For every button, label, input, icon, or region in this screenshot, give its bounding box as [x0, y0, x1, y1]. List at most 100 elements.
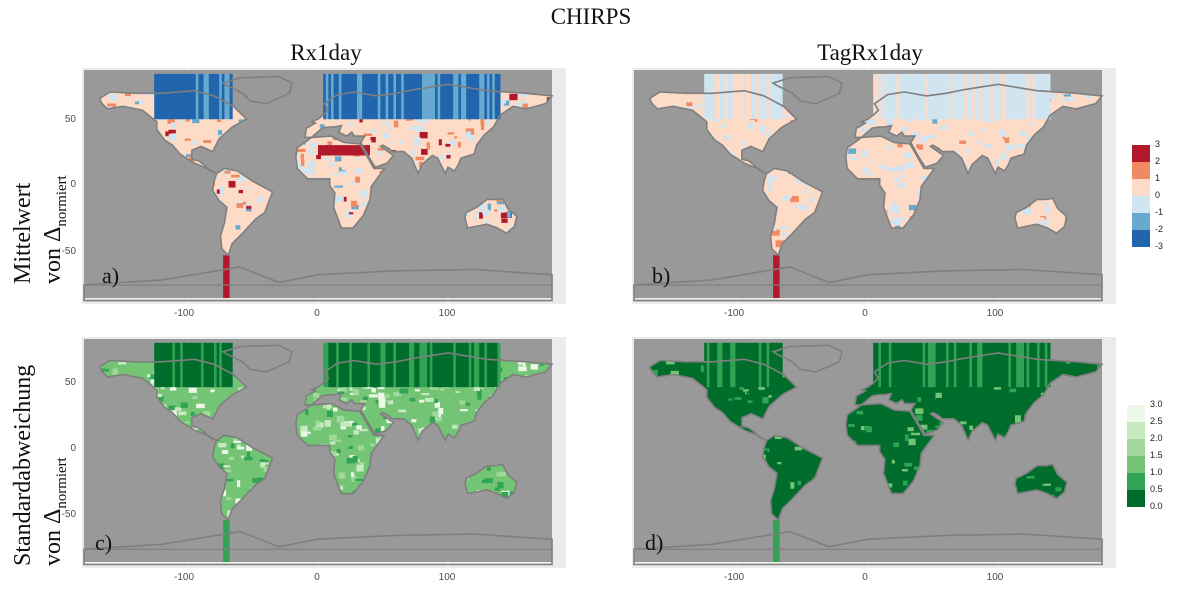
panel-a-svg: [83, 68, 554, 304]
map-panel-c: [82, 337, 566, 568]
legend-label: 1.0: [1150, 467, 1163, 477]
legend-swatch: [1132, 230, 1150, 247]
y-tick-c-50: 50: [64, 377, 76, 388]
outline-eurasia: [304, 352, 554, 443]
legend-swatch: [1132, 145, 1150, 162]
outline-greenland: [221, 344, 293, 373]
row-label-std: Standardabweichung von Δnormiert: [8, 365, 77, 566]
outline-africa: [845, 135, 936, 229]
legend-label: -1: [1155, 207, 1164, 217]
legend-label: 0: [1155, 190, 1161, 200]
outline-greenland: [771, 75, 843, 105]
legend-label: 2.5: [1150, 416, 1163, 426]
outline-africa: [845, 402, 936, 495]
row-label-std-line2: von Δnormiert: [40, 457, 70, 566]
legend-label: 2.0: [1150, 433, 1163, 443]
x-tick-a-m100: -100: [173, 308, 194, 319]
x-tick-d-100: 100: [986, 572, 1004, 583]
legend-label: 1.5: [1150, 450, 1163, 460]
panel-d-svg: [633, 337, 1104, 568]
column-title-tagrx1day: TagRx1day: [817, 40, 923, 65]
panel-label-b: b): [652, 263, 671, 288]
legend-label: 3.0: [1150, 399, 1163, 409]
row-label-std-line1: Standardabweichung: [10, 364, 36, 566]
legend-swatch: [1132, 179, 1150, 196]
legend-swatch: [1132, 213, 1150, 230]
outline-antarctica: [83, 266, 553, 302]
legend-swatch: [1127, 405, 1145, 422]
outline-africa: [295, 402, 386, 495]
outline-north-america: [98, 358, 248, 442]
column-title-rx1day: Rx1day: [290, 40, 362, 65]
x-tick-b-0: 0: [862, 308, 868, 319]
legend-mean: 3 2 1 0 -1 -2 -3: [1132, 139, 1172, 255]
row-label-mean-line1: Mittelwert: [10, 182, 36, 284]
x-tick-d-m100: -100: [723, 572, 744, 583]
country-outlines: [83, 344, 554, 566]
panel-b-svg: [633, 68, 1104, 304]
x-tick-a-0: 0: [314, 308, 320, 319]
legend-label: 0.0: [1150, 501, 1163, 511]
outline-greenland: [771, 344, 843, 373]
legend-std: 3.0 2.5 2.0 1.5 1.0 0.5 0.0: [1127, 399, 1172, 515]
outline-australia: [464, 463, 518, 500]
legend-label: -2: [1155, 224, 1164, 234]
y-tick-a-0: 0: [70, 179, 76, 190]
outline-south-america: [211, 434, 274, 522]
map-panel-d: [632, 337, 1116, 568]
outline-australia: [1014, 463, 1068, 500]
row-label-mean-line2: von Δnormiert: [40, 175, 70, 284]
x-tick-c-0: 0: [314, 572, 320, 583]
panel-label-d: d): [645, 530, 664, 555]
legend-swatch: [1127, 456, 1145, 473]
outline-eurasia: [304, 83, 554, 176]
outline-north-america: [648, 358, 798, 442]
outline-eurasia: [854, 352, 1104, 443]
y-tick-c-0: 0: [70, 443, 76, 454]
country-outlines: [633, 75, 1104, 302]
x-tick-b-m100: -100: [723, 308, 744, 319]
outline-antarctica: [633, 530, 1103, 566]
outline-antarctica: [83, 530, 553, 566]
legend-swatch: [1127, 439, 1145, 456]
x-tick-b-100: 100: [986, 308, 1004, 319]
legend-label: 0.5: [1150, 484, 1163, 494]
high-latitude-bands: [704, 73, 1051, 298]
country-outlines: [633, 344, 1104, 566]
country-outlines: [83, 75, 554, 302]
x-tick-c-m100: -100: [173, 572, 194, 583]
outline-south-america: [211, 167, 274, 257]
y-tick-c-m50: -50: [61, 509, 76, 520]
legend-label: 2: [1155, 156, 1161, 166]
panel-label-c: c): [95, 530, 113, 555]
outline-eurasia: [854, 83, 1104, 176]
legend-label: 3: [1155, 139, 1161, 149]
outline-australia: [464, 197, 518, 235]
x-tick-d-0: 0: [862, 572, 868, 583]
y-tick-a-50: 50: [64, 114, 76, 125]
map-panel-a: [82, 68, 566, 304]
legend-swatch: [1127, 490, 1145, 507]
row-label-mean: Mittelwert von Δnormiert: [8, 175, 77, 284]
legend-swatch: [1132, 162, 1150, 179]
x-tick-a-100: 100: [438, 308, 456, 319]
legend-label: 1: [1155, 173, 1161, 183]
outline-north-america: [98, 89, 248, 175]
panel-label-a: a): [102, 263, 120, 288]
outline-south-america: [761, 434, 824, 522]
outline-greenland: [221, 75, 293, 105]
x-tick-c-100: 100: [438, 572, 456, 583]
legend-swatch: [1127, 422, 1145, 439]
legend-swatch: [1132, 196, 1150, 213]
outline-north-america: [648, 89, 798, 175]
outline-australia: [1014, 197, 1068, 235]
map-panel-b: [632, 68, 1116, 304]
figure-title: CHIRPS: [550, 4, 632, 29]
outline-antarctica: [633, 266, 1103, 302]
outline-africa: [295, 135, 386, 229]
panel-c-svg: [83, 337, 554, 568]
outline-south-america: [761, 167, 824, 257]
legend-swatch: [1127, 473, 1145, 490]
y-tick-a-m50: -50: [61, 246, 76, 257]
legend-label: -3: [1155, 241, 1164, 251]
